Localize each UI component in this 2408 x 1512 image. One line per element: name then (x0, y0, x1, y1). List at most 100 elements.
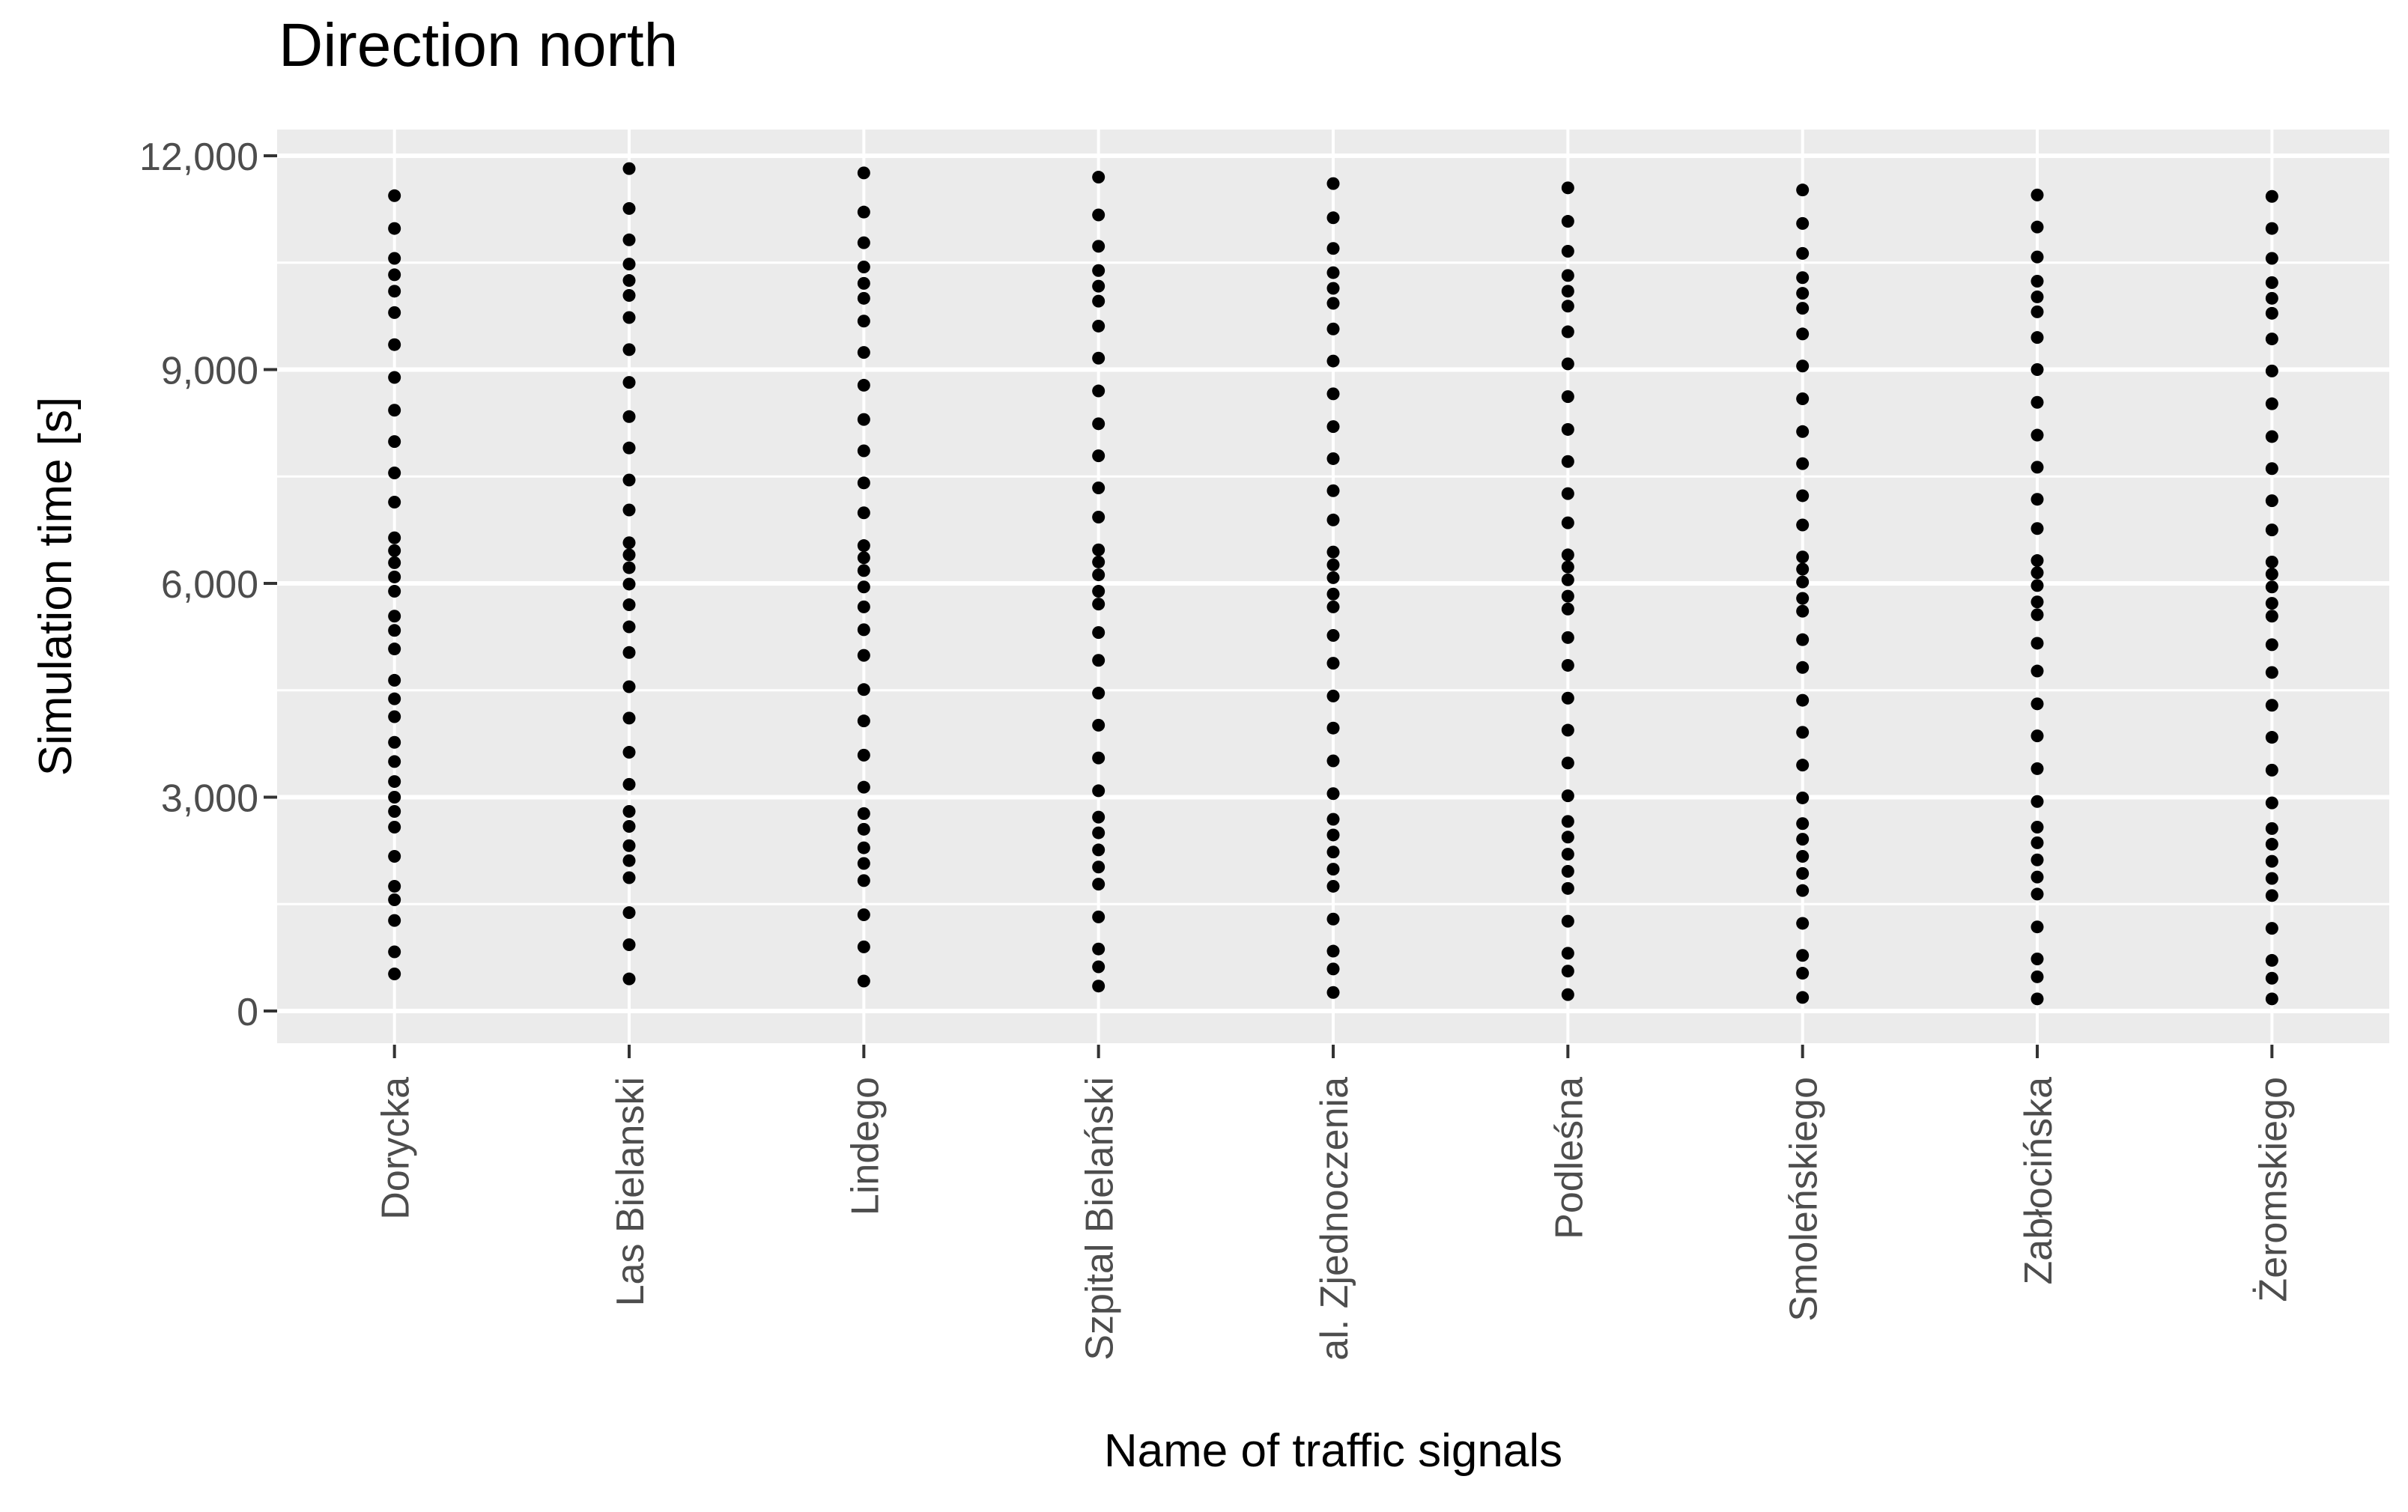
data-point (1796, 575, 1810, 589)
data-point (1561, 815, 1574, 828)
data-point (1796, 991, 1810, 1004)
data-point (622, 646, 636, 659)
data-point (2265, 523, 2278, 537)
data-point (2265, 763, 2278, 777)
data-point (1796, 457, 1810, 470)
data-point (857, 260, 870, 273)
data-point (1092, 860, 1106, 874)
data-point (1092, 826, 1106, 840)
data-point (1326, 211, 1340, 225)
data-point (1326, 689, 1340, 702)
data-point (1796, 833, 1810, 846)
data-point (2265, 568, 2278, 581)
data-point (388, 584, 401, 598)
y-axis-title: Simulation time [s] (30, 397, 82, 777)
data-point (1796, 425, 1810, 438)
data-point (2265, 580, 2278, 594)
data-point (622, 410, 636, 423)
data-point (1326, 484, 1340, 497)
data-point (2031, 729, 2044, 743)
data-point (1092, 751, 1106, 765)
data-point (1561, 487, 1574, 500)
data-point (1326, 297, 1340, 310)
data-point (857, 346, 870, 359)
data-point (857, 378, 870, 392)
data-point (2031, 554, 2044, 568)
y-tick-label: 3,000 (161, 777, 258, 821)
x-tick-label: Lindego (843, 1077, 887, 1215)
data-point (2031, 428, 2044, 442)
data-point (2031, 870, 2044, 884)
data-point (1092, 510, 1106, 523)
data-point (2265, 872, 2278, 885)
data-point (1326, 912, 1340, 926)
data-point (2031, 595, 2044, 609)
data-point (1796, 518, 1810, 532)
data-point (622, 871, 636, 884)
data-point (622, 274, 636, 288)
data-point (2031, 820, 2044, 834)
data-point (388, 371, 401, 384)
data-point (1326, 242, 1340, 255)
data-point (1326, 571, 1340, 584)
data-point (388, 435, 401, 449)
x-tick-label: Podleśna (1547, 1077, 1591, 1239)
data-point (1796, 359, 1810, 373)
data-point (2031, 566, 2044, 580)
data-point (388, 643, 401, 656)
data-point (2265, 971, 2278, 985)
data-point (2265, 992, 2278, 1006)
data-point (857, 623, 870, 637)
data-point (857, 683, 870, 696)
data-points (388, 162, 2278, 1006)
data-point (857, 714, 870, 728)
data-point (1561, 831, 1574, 844)
data-point (1092, 240, 1106, 253)
data-point (1561, 269, 1574, 282)
data-point (1326, 657, 1340, 670)
data-point (1796, 287, 1810, 300)
data-point (1092, 208, 1106, 222)
data-point (1796, 550, 1810, 564)
data-point (1796, 327, 1810, 341)
data-point (1092, 279, 1106, 293)
data-point (388, 968, 401, 981)
data-point (1092, 543, 1106, 556)
data-point (857, 506, 870, 520)
data-point (2031, 795, 2044, 808)
data-point (622, 680, 636, 693)
data-point (2031, 363, 2044, 376)
data-point (1561, 422, 1574, 436)
data-point (857, 780, 870, 794)
data-point (1561, 881, 1574, 895)
data-point (857, 940, 870, 953)
data-point (2031, 331, 2044, 344)
data-point (1092, 784, 1106, 798)
data-point (857, 205, 870, 219)
data-point (1092, 942, 1106, 956)
data-point (622, 536, 636, 550)
data-point (1796, 866, 1810, 880)
data-point (1796, 693, 1810, 707)
data-point (388, 791, 401, 804)
data-point (1092, 980, 1106, 993)
data-point (1326, 962, 1340, 976)
data-point (857, 315, 870, 328)
data-point (2031, 522, 2044, 535)
data-point (388, 404, 401, 417)
data-point (1561, 914, 1574, 928)
data-point (2031, 493, 2044, 506)
data-point (1561, 357, 1574, 371)
data-point (2031, 274, 2044, 288)
data-point (622, 503, 636, 517)
data-point (388, 556, 401, 569)
data-point (1092, 878, 1106, 891)
data-point (622, 258, 636, 271)
data-point (857, 444, 870, 458)
data-point (857, 974, 870, 988)
data-point (622, 577, 636, 591)
data-point (1796, 216, 1810, 230)
data-point (1561, 560, 1574, 574)
x-tick-label: Zabłocińska (2017, 1077, 2060, 1285)
